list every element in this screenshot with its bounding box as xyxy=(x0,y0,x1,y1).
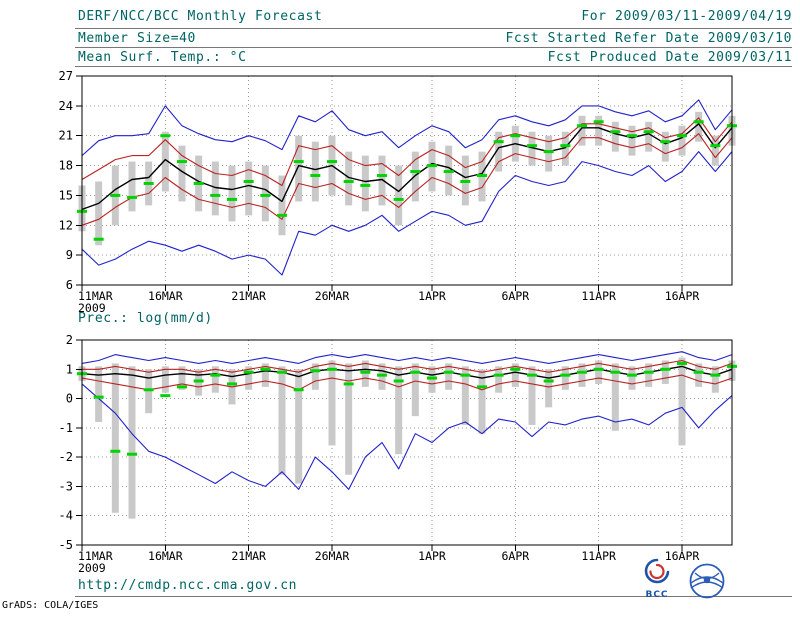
axis-tick-label: 16APR xyxy=(665,289,700,303)
axis-tick-label: 9 xyxy=(66,248,73,262)
axis-tick-label: 26MAR xyxy=(315,289,350,303)
axis-tick-label: 2 xyxy=(66,333,73,347)
precipitation-chart-title: Prec.: log(mm/d) xyxy=(78,311,213,326)
footer-divider xyxy=(75,596,792,597)
axis-tick-label: 21MAR xyxy=(231,289,266,303)
axis-tick-label: 11MAR xyxy=(78,549,113,563)
page-title: DERF/NCC/BCC Monthly Forecast xyxy=(78,9,323,24)
axis-tick-label: 2009 xyxy=(78,561,106,575)
axis-tick-label: 21 xyxy=(59,129,73,143)
axis-tick-label: -1 xyxy=(59,421,73,435)
axis-tick-label: 6 xyxy=(66,278,73,292)
axis-tick-label: 1 xyxy=(66,362,73,376)
axis-tick-label: 16MAR xyxy=(148,549,183,563)
source-url[interactable]: http://cmdp.ncc.cma.gov.cn xyxy=(78,578,298,593)
temperature-chart-title: Mean Surf. Temp.: °C xyxy=(78,50,247,65)
header-row-1: DERF/NCC/BCC Monthly Forecast For 2009/0… xyxy=(78,9,792,24)
member-size-label: Member Size=40 xyxy=(78,31,196,46)
ensemble-min-line xyxy=(81,383,733,490)
upper-quartile-line xyxy=(81,117,733,187)
axis-tick-label: 6APR xyxy=(501,289,529,303)
axis-tick-label: 16APR xyxy=(665,549,700,563)
axis-tick-label: 2009 xyxy=(78,301,106,315)
axis-tick-label: 11APR xyxy=(581,289,616,303)
ensemble-min-line xyxy=(81,151,733,276)
ensemble-max-line xyxy=(81,351,733,364)
ensemble-spread-bars xyxy=(78,357,736,519)
upper-quartile-line xyxy=(82,359,733,373)
axis-tick-label: 24 xyxy=(59,99,73,113)
axis-tick-label: 11MAR xyxy=(78,289,113,303)
ncc-logo xyxy=(689,563,725,599)
axis-tick-label: 1APR xyxy=(418,549,446,563)
axis-tick-label: 15 xyxy=(59,188,73,202)
axis-tick-label: 6APR xyxy=(501,549,529,563)
fcst-produced-label: Fcst Produced Date 2009/03/11 xyxy=(547,50,792,65)
axis-tick-label: 18 xyxy=(59,159,73,173)
axis-tick-label: 16MAR xyxy=(148,289,183,303)
axis-tick-label: 12 xyxy=(59,218,73,232)
axis-tick-label: -3 xyxy=(59,479,73,493)
ensemble-mean-line xyxy=(81,365,733,379)
header-row-2: Member Size=40 Fcst Started Refer Date 2… xyxy=(78,31,792,46)
grid-lines xyxy=(82,340,732,545)
lower-quartile-line xyxy=(81,374,733,391)
axis-tick-label: -5 xyxy=(59,538,73,552)
header-divider xyxy=(75,47,792,48)
axis-tick-label: 0 xyxy=(66,392,73,406)
axis-tick-label: 26MAR xyxy=(315,549,350,563)
bcc-logo-text: BCC xyxy=(645,590,668,600)
header-divider xyxy=(75,28,792,29)
grads-credit-label: GrADS: COLA/IGES xyxy=(2,600,99,611)
observation-dash-marks xyxy=(77,120,737,241)
axis-tick-label: -2 xyxy=(59,450,73,464)
axis-tick-label: 21MAR xyxy=(231,549,266,563)
observation-dash-marks xyxy=(77,361,737,456)
axis-tick-label: 1APR xyxy=(418,289,446,303)
ensemble-mean-line xyxy=(81,123,733,211)
axis-tick-label: -4 xyxy=(59,509,73,523)
header-divider xyxy=(75,66,792,67)
forecast-range-label: For 2009/03/11-2009/04/19 xyxy=(581,9,792,24)
header-row-3: Mean Surf. Temp.: °C Fcst Produced Date … xyxy=(78,50,792,65)
lower-quartile-line xyxy=(81,133,733,226)
axis-tick-label: 27 xyxy=(59,69,73,83)
axis-tick-label: 11APR xyxy=(581,549,616,563)
bcc-logo: BCC xyxy=(644,558,670,600)
ensemble-max-line xyxy=(81,99,733,157)
fcst-started-label: Fcst Started Refer Date 2009/03/10 xyxy=(505,31,792,46)
